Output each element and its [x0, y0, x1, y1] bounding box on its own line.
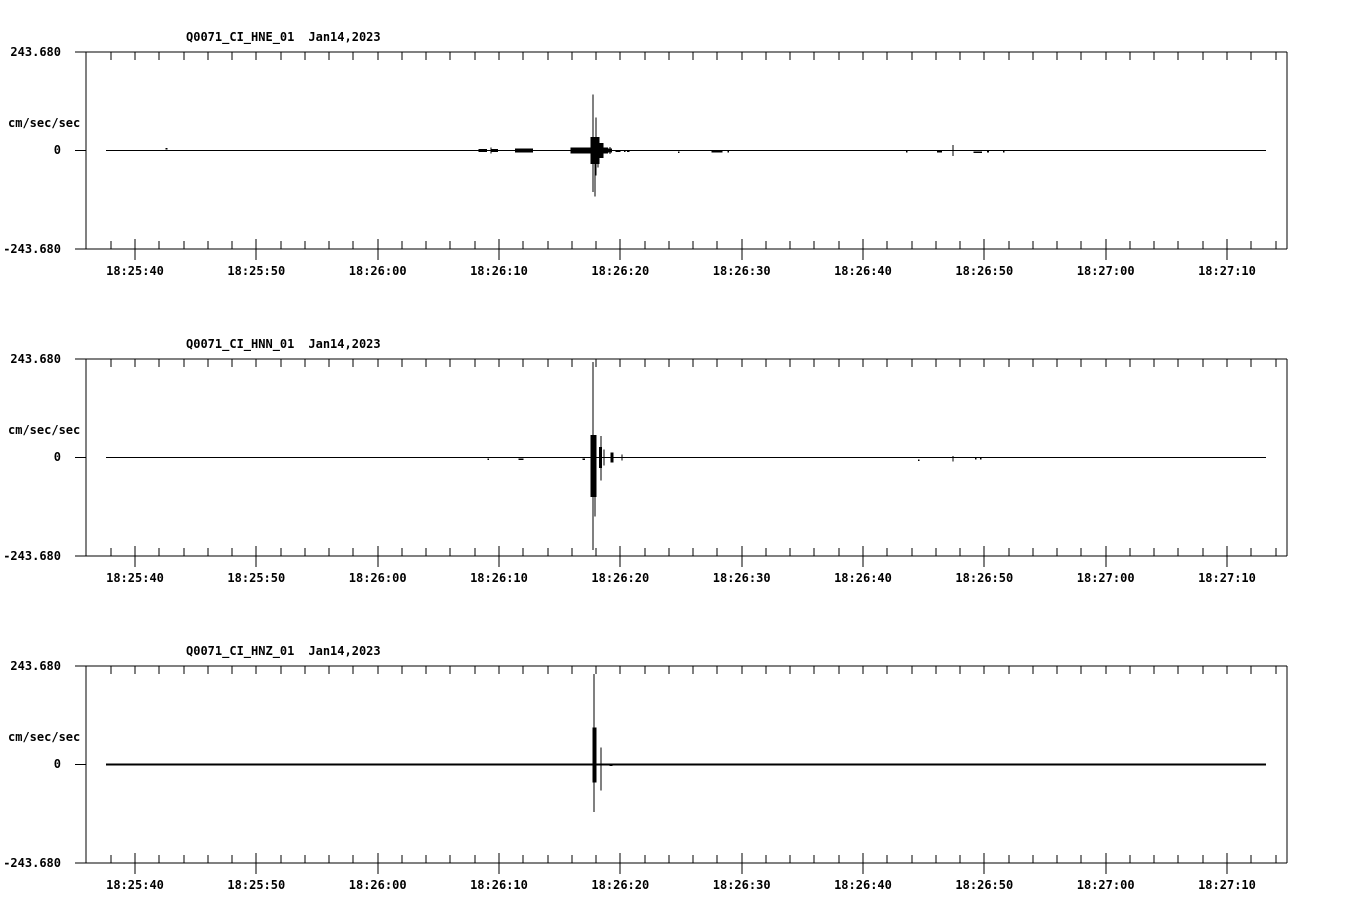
x-axis-tick-label: 18:26:20 — [591, 264, 650, 278]
waveform-dot — [165, 148, 168, 150]
panel-title: Q0071_CI_HNN_01 Jan14,2023 — [186, 338, 381, 350]
y-units-label: cm/sec/sec — [8, 730, 81, 744]
y-zero-label: 0 — [53, 450, 61, 464]
waveform-panel-hnz — [75, 665, 1288, 874]
waveform-dot — [1002, 150, 1005, 153]
channel-id-label: Q0071_CI_HNE_01 — [186, 30, 295, 44]
x-axis-tick-label: 18:26:20 — [591, 571, 650, 585]
waveform-burst — [491, 148, 498, 153]
waveform-burst — [514, 148, 533, 153]
x-axis-labels: 18:25:40 18:25:50 18:26:00 18:26:10 18:26:20… — [86, 666, 1358, 891]
panel-title: Q0071_CI_HNE_01 Jan14,2023 — [186, 31, 381, 43]
date-label: Jan14,2023 — [308, 30, 381, 44]
x-axis-tick-label: 18:26:40 — [834, 264, 892, 278]
waveform-burst — [603, 147, 609, 154]
waveform-burst — [592, 727, 597, 783]
x-axis-tick-label: 18:26:30 — [712, 264, 771, 278]
x-axis-tick-label: 18:25:50 — [227, 264, 286, 278]
x-axis-tick-label: 18:27:00 — [1076, 878, 1135, 892]
x-axis-tick-label: 18:26:50 — [955, 878, 1014, 892]
y-max-label: 243.680 — [10, 45, 61, 59]
waveform-dot — [623, 150, 626, 153]
x-axis-tick-label: 18:25:40 — [106, 264, 164, 278]
waveform-panel-hnn — [75, 358, 1288, 567]
x-axis-tick-label: 18:25:40 — [106, 878, 164, 892]
waveform-burst — [610, 452, 614, 463]
seismogram-panel-hnn: Q0071_CI_HNN_01 Jan14,2023 243.680 cm/sec… — [0, 338, 1358, 584]
x-axis-tick-label: 18:26:40 — [834, 878, 892, 892]
x-axis-tick-label: 18:26:00 — [348, 571, 407, 585]
y-max-label: 243.680 — [10, 659, 61, 673]
x-axis-tick-label: 18:26:00 — [348, 878, 407, 892]
waveform-dot — [975, 457, 977, 460]
x-axis-tick-label: 18:25:40 — [106, 571, 164, 585]
waveform-burst — [478, 148, 487, 153]
y-units-label: cm/sec/sec — [8, 423, 81, 437]
y-min-label: -243.680 — [3, 242, 61, 256]
x-axis-tick-label: 18:25:50 — [227, 571, 286, 585]
x-axis-tick-label: 18:27:10 — [1198, 264, 1256, 278]
waveform-panel-hne — [75, 51, 1288, 260]
y-min-label: -243.680 — [3, 549, 61, 563]
x-axis-tick-label: 18:26:10 — [470, 571, 528, 585]
waveform-burst — [570, 147, 591, 154]
waveform-dot — [905, 150, 908, 153]
y-max-label: 243.680 — [10, 352, 61, 366]
waveform-dot — [677, 151, 680, 153]
x-axis-labels: 18:25:40 18:25:50 18:26:00 18:26:10 18:26:20… — [86, 52, 1358, 277]
x-axis-tick-label: 18:27:00 — [1076, 264, 1135, 278]
y-units-label: cm/sec/sec — [8, 116, 81, 130]
x-axis-tick-label: 18:26:50 — [955, 264, 1014, 278]
x-axis-tick-label: 18:27:10 — [1198, 571, 1256, 585]
x-axis-tick-label: 18:27:10 — [1198, 878, 1256, 892]
waveform-dot — [987, 150, 989, 153]
date-label: Jan14,2023 — [308, 337, 381, 351]
x-axis-tick-label: 18:26:30 — [712, 878, 771, 892]
x-axis-tick-label: 18:26:00 — [348, 264, 407, 278]
y-zero-label: 0 — [53, 757, 61, 771]
x-axis-tick-label: 18:27:00 — [1076, 571, 1135, 585]
x-axis-tick-label: 18:25:50 — [227, 878, 286, 892]
y-zero-label: 0 — [53, 143, 61, 157]
x-axis-tick-label: 18:26:40 — [834, 571, 892, 585]
waveform-dot — [727, 150, 730, 153]
waveform-dot — [487, 458, 489, 460]
panel-title: Q0071_CI_HNZ_01 Jan14,2023 — [186, 645, 381, 657]
seismogram-panel-hnz: Q0071_CI_HNZ_01 Jan14,2023 243.680 cm/sec… — [0, 645, 1358, 891]
channel-id-label: Q0071_CI_HNN_01 — [186, 337, 295, 351]
x-axis-tick-label: 18:26:50 — [955, 571, 1014, 585]
y-min-label: -243.680 — [3, 856, 61, 870]
x-axis-labels: 18:25:40 18:25:50 18:26:00 18:26:10 18:26:20… — [86, 359, 1358, 584]
x-axis-tick-label: 18:26:20 — [591, 878, 650, 892]
channel-id-label: Q0071_CI_HNZ_01 — [186, 644, 295, 658]
x-axis-tick-label: 18:26:10 — [470, 878, 528, 892]
waveform-burst — [590, 434, 597, 498]
seismogram-panel-hne: Q0071_CI_HNE_01 Jan14,2023 243.680 cm/sec… — [0, 31, 1358, 277]
waveform-dot — [979, 457, 982, 460]
date-label: Jan14,2023 — [308, 644, 381, 658]
x-axis-tick-label: 18:26:10 — [470, 264, 528, 278]
waveform-dot — [918, 459, 920, 462]
x-axis-tick-label: 18:26:30 — [712, 571, 771, 585]
waveform-burst — [599, 143, 604, 158]
